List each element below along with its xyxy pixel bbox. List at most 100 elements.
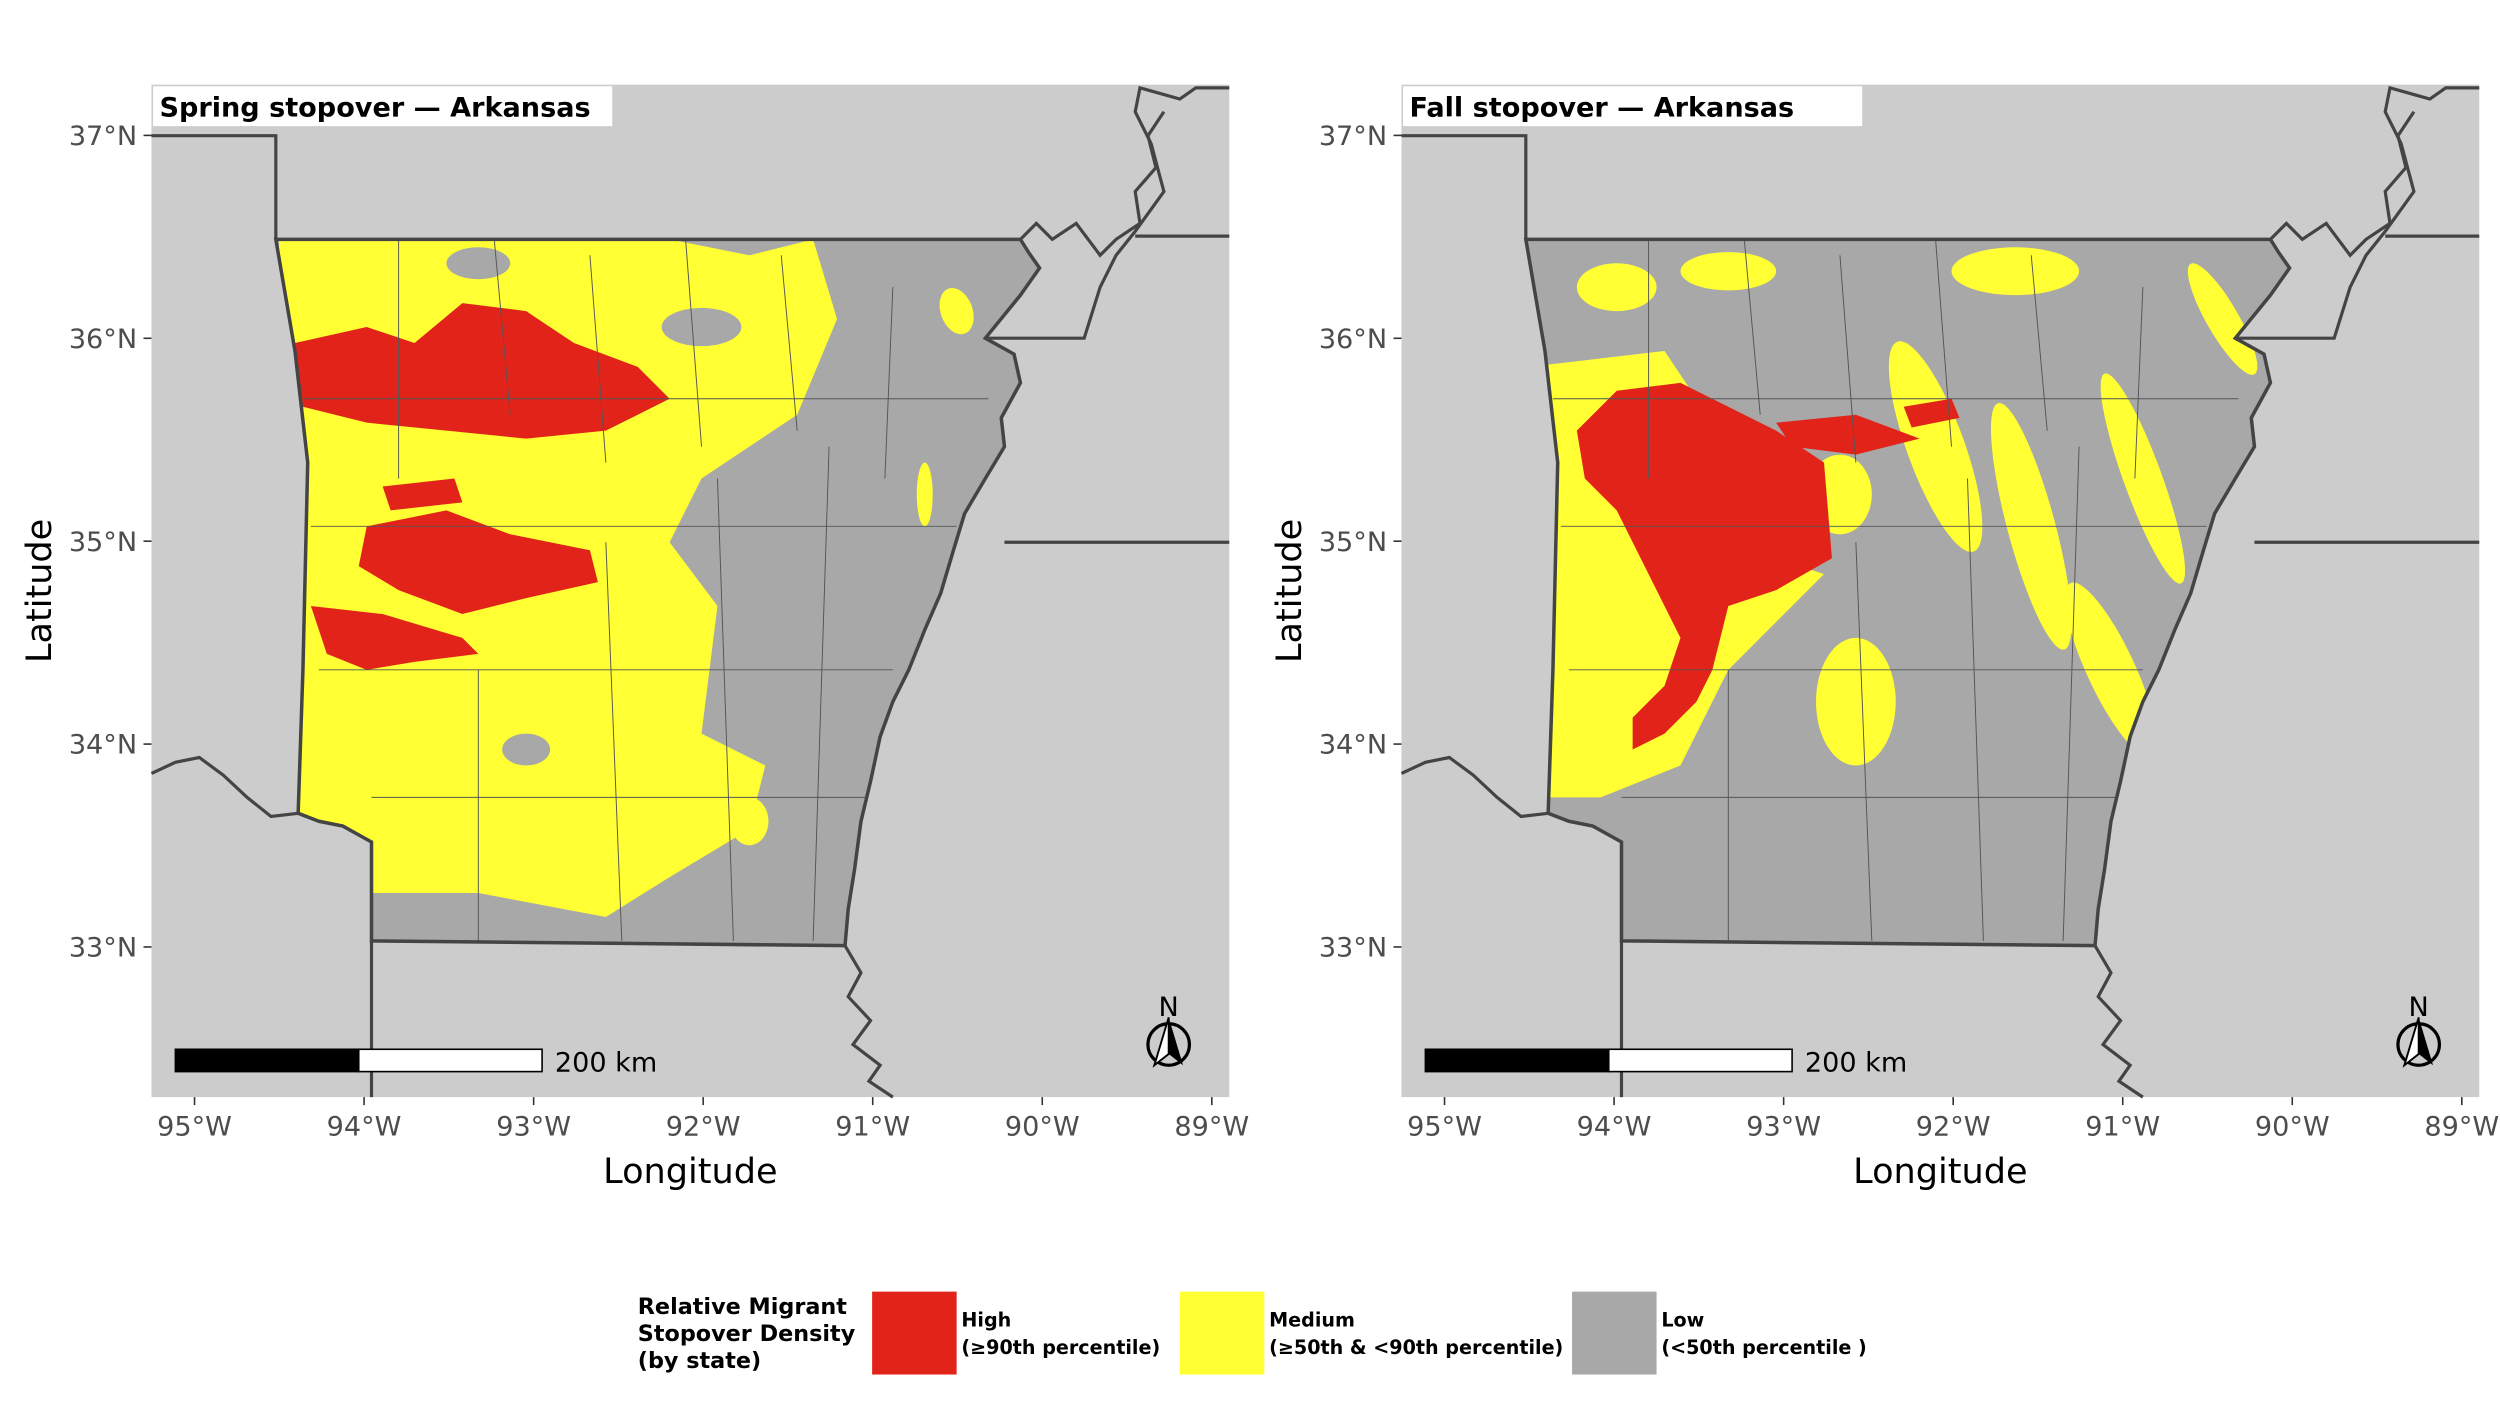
low-area	[446, 247, 511, 280]
high-area	[382, 478, 463, 511]
y-axis-title: Latitude	[1269, 519, 1310, 663]
medium-area	[1888, 341, 1983, 552]
north-arrow-label: N	[1159, 992, 1179, 1023]
county-line	[780, 255, 798, 431]
density-layer	[1529, 239, 2258, 941]
scale-bar-label: 200 km	[555, 1048, 657, 1079]
medium-area	[2100, 373, 2186, 584]
y-tick-label: 37°N	[1319, 121, 1387, 152]
legend-label: Medium	[1269, 1309, 1355, 1332]
county-line	[2030, 255, 2048, 431]
y-axis-title: Latitude	[19, 519, 60, 663]
state-border	[843, 944, 894, 1099]
medium-area	[2187, 263, 2258, 375]
state-border	[1400, 755, 1549, 819]
y-tick-label: 37°N	[69, 121, 137, 152]
panel-title: Spring stopover — Arkansas	[159, 93, 590, 124]
x-tick-label: 92°W	[666, 1111, 741, 1142]
high-area	[1903, 398, 1960, 428]
medium-area	[939, 287, 974, 335]
legend-title: Relative Migrant	[638, 1294, 848, 1320]
scale-bar-dark	[174, 1048, 360, 1073]
high-area	[294, 303, 670, 439]
map-panel: Spring stopover — Arkansas 95°W 94°W 93°W 92…	[19, 84, 1249, 1192]
legend-title: Stopover Density	[638, 1321, 856, 1347]
state-border	[1401, 134, 1528, 240]
river	[2269, 110, 2416, 258]
x-tick-label: 95°W	[1407, 1111, 1482, 1142]
x-axis-title: Longitude	[603, 1151, 777, 1192]
scale-bar-light	[357, 1048, 543, 1073]
state-outline	[273, 237, 1042, 948]
county-line	[2134, 287, 2144, 479]
state-outline	[1523, 237, 2292, 948]
county-line	[685, 239, 703, 447]
y-tick-label: 33°N	[1319, 933, 1387, 964]
x-tick-label: 91°W	[835, 1111, 910, 1142]
medium-area	[1951, 247, 2080, 296]
legend-swatch	[1179, 1291, 1265, 1375]
county-line	[2062, 446, 2080, 941]
north-arrow-half	[1152, 1017, 1170, 1068]
x-tick-label: 90°W	[1005, 1111, 1080, 1142]
density-layer	[279, 239, 989, 941]
river	[1019, 110, 1166, 258]
county-line	[1855, 542, 1873, 941]
legend-label: (<50th percentile )	[1661, 1336, 1866, 1359]
high-area	[1576, 382, 1832, 750]
y-tick-label: 33°N	[69, 933, 137, 964]
medium-area	[916, 462, 933, 527]
panel-title: Fall stopover — Arkansas	[1409, 93, 1794, 124]
y-tick-label: 35°N	[69, 527, 137, 558]
x-tick-label: 91°W	[2085, 1111, 2160, 1142]
legend-label: (≥90th percentile)	[961, 1336, 1160, 1359]
y-tick-label: 34°N	[69, 730, 137, 761]
north-arrow	[1168, 1017, 1184, 1066]
scale-bar-label: 200 km	[1805, 1048, 1907, 1079]
x-tick-label: 93°W	[496, 1111, 571, 1142]
legend-label: High	[961, 1309, 1011, 1332]
county-line	[589, 255, 607, 463]
y-tick-label: 34°N	[1319, 730, 1387, 761]
state-border	[2093, 944, 2144, 1099]
legend-swatch	[872, 1291, 957, 1375]
x-tick-label: 95°W	[157, 1111, 232, 1142]
x-tick-label: 94°W	[1577, 1111, 1652, 1142]
county-line	[1966, 478, 1984, 941]
medium-area	[1816, 637, 1896, 766]
county-line	[716, 478, 734, 941]
medium-area	[581, 888, 614, 914]
x-axis-title: Longitude	[1853, 1151, 2027, 1192]
medium-area	[1576, 263, 1657, 312]
state-border	[151, 134, 278, 240]
legend-label: Low	[1661, 1309, 1704, 1332]
high-area	[358, 510, 598, 615]
county-line	[1935, 239, 1953, 447]
low-area	[661, 307, 742, 347]
county-line	[812, 446, 830, 941]
x-tick-label: 92°W	[1916, 1111, 1991, 1142]
medium-area	[1680, 252, 1777, 291]
high-area	[1776, 414, 1920, 455]
x-tick-label: 94°W	[327, 1111, 402, 1142]
map-panel: Fall stopover — Arkansas 95°W 94°W 93°W 92°W…	[1269, 84, 2499, 1192]
title-box	[153, 86, 613, 127]
north-arrow-half	[2402, 1017, 2420, 1068]
title-box	[1403, 86, 1863, 127]
y-tick-label: 36°N	[1319, 324, 1387, 355]
y-tick-label: 36°N	[69, 324, 137, 355]
north-arrow	[2418, 1017, 2434, 1066]
county-line	[1743, 239, 1761, 415]
low-area	[502, 733, 551, 766]
legend-label: (≥50th & <90th percentile)	[1269, 1336, 1563, 1359]
medium-area	[730, 797, 769, 846]
county-line	[493, 239, 511, 415]
x-tick-label: 89°W	[2424, 1111, 2499, 1142]
y-tick-label: 35°N	[1319, 527, 1387, 558]
county-line	[1839, 255, 1857, 463]
north-arrow-label: N	[2409, 992, 2429, 1023]
x-tick-label: 93°W	[1746, 1111, 1821, 1142]
x-tick-label: 90°W	[2255, 1111, 2330, 1142]
legend-title: (by state)	[638, 1348, 761, 1374]
